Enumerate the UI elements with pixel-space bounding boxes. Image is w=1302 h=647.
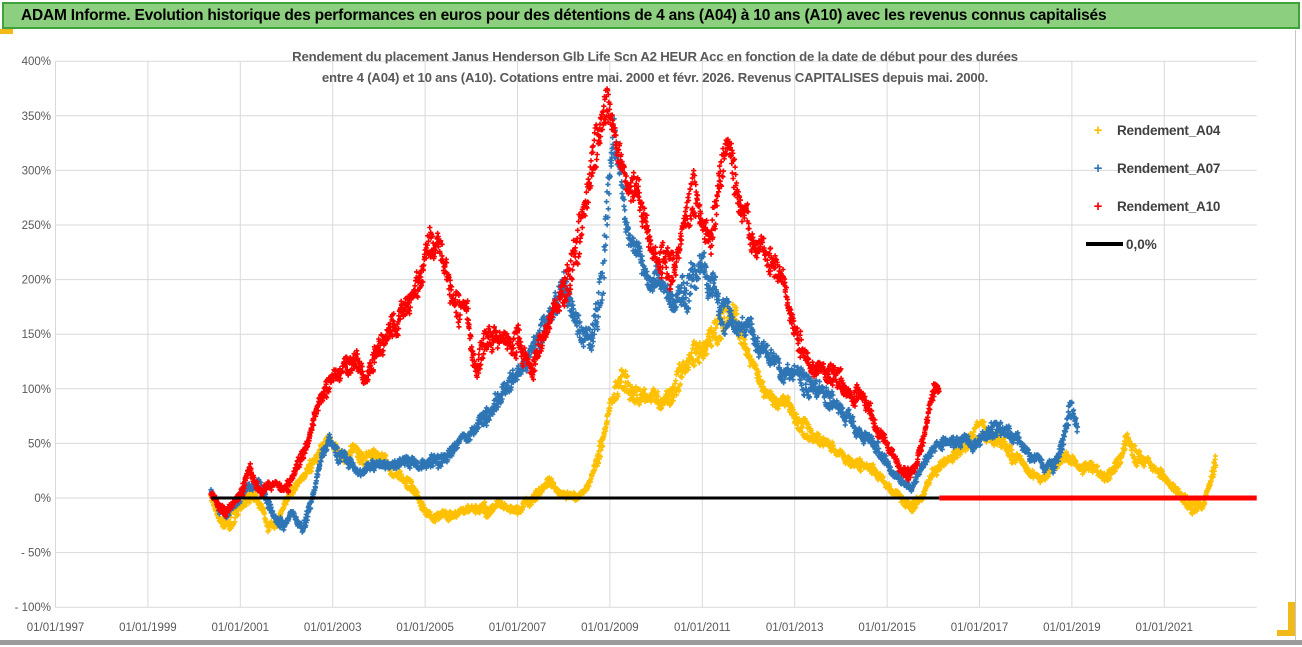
x-axis-label: 01/01/2017 [951, 622, 1009, 634]
x-axis-label: 01/01/2015 [858, 622, 916, 634]
plus-marker-icon: + [1093, 121, 1103, 139]
y-axis-label: 350% [22, 111, 51, 123]
banner-title: ADAM Informe. Evolution historique des p… [21, 6, 1107, 24]
x-axis-label: 01/01/2007 [489, 622, 547, 634]
x-axis-label: 01/01/2021 [1136, 622, 1194, 634]
y-axis-label: 200% [22, 275, 51, 287]
y-axis-label: 400% [22, 56, 51, 68]
zero-line-swatch-icon [1086, 242, 1123, 246]
selection-mark-top-left-icon [0, 29, 13, 34]
chart-title: Rendement du placement Janus Henderson G… [150, 46, 1160, 88]
y-axis-label: 250% [22, 220, 51, 232]
selection-handle-icon [1277, 630, 1295, 636]
x-axis-label: 01/01/1997 [27, 622, 85, 634]
legend-label: 0,0% [1126, 236, 1157, 252]
x-axis-label: 01/01/2001 [212, 622, 270, 634]
y-axis-label: - 100% [15, 602, 51, 614]
x-axis-label: 01/01/2011 [674, 622, 731, 634]
legend-item-a10: + Rendement_A10 [1086, 196, 1286, 216]
y-axis-label: 150% [22, 329, 51, 341]
y-axis-label: 0% [34, 493, 51, 505]
chart-right-border [1295, 30, 1296, 640]
plus-marker-icon: + [1093, 197, 1103, 215]
legend-label: Rendement_A07 [1117, 160, 1221, 176]
legend-item-zero-line: 0,0% [1086, 234, 1286, 254]
legend-item-a04: + Rendement_A04 [1086, 120, 1286, 140]
legend-item-a07: + Rendement_A07 [1086, 158, 1286, 178]
x-axis-label: 01/01/2005 [396, 622, 454, 634]
chart-legend: + Rendement_A04 + Rendement_A07 + Rendem… [1086, 120, 1286, 272]
x-axis-label: 01/01/2019 [1043, 622, 1101, 634]
series-rendement-a10 [208, 86, 942, 519]
legend-label: Rendement_A10 [1117, 198, 1221, 214]
legend-label: Rendement_A04 [1117, 122, 1221, 138]
x-axis-label: 01/01/2013 [766, 622, 824, 634]
x-axis-label: 01/01/2009 [581, 622, 639, 634]
banner: ADAM Informe. Evolution historique des p… [2, 2, 1300, 29]
window-bottom-edge [0, 640, 1302, 645]
y-axis-label: 300% [22, 165, 51, 177]
y-axis-label: - 50% [21, 548, 51, 560]
y-axis-label: 50% [28, 438, 51, 450]
series-rendement-a07 [208, 116, 1081, 535]
x-axis-label: 01/01/1999 [119, 622, 177, 634]
chart-title-line2: entre 4 (A04) et 10 ans (A10). Cotations… [321, 70, 989, 85]
y-axis-label: 100% [22, 384, 51, 396]
selection-handle-icon [1288, 602, 1295, 636]
x-axis-label: 01/01/2003 [304, 622, 362, 634]
chart-title-line1: Rendement du placement Janus Henderson G… [292, 49, 1018, 64]
plus-marker-icon: + [1093, 159, 1103, 177]
